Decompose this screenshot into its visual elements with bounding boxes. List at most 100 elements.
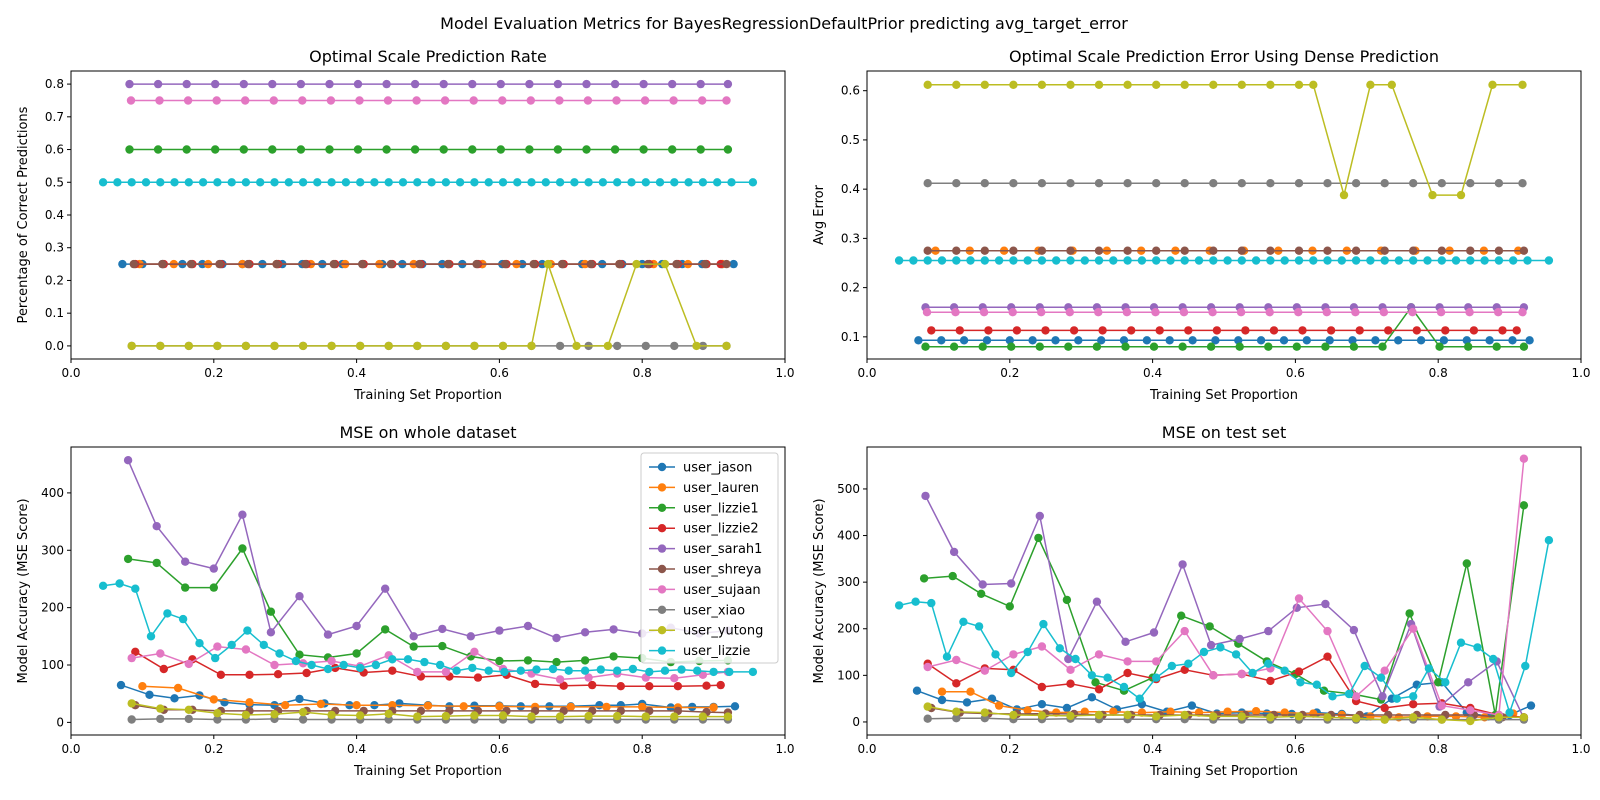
data-point [1208,308,1217,317]
data-point [1087,671,1097,680]
data-point [212,96,221,105]
data-point [923,662,932,672]
data-point [1264,659,1273,668]
data-point [1248,668,1257,678]
data-point [243,626,252,635]
data-point [1296,678,1305,687]
data-point [978,580,987,589]
data-point [127,715,136,724]
data-point [526,96,535,105]
data-point [1321,599,1330,609]
data-point [1052,256,1061,265]
x-tick-label: 0.4 [347,366,366,380]
data-point [1519,454,1529,463]
data-point [525,145,534,154]
data-point [1435,342,1444,351]
data-point [1323,246,1332,255]
data-point [127,699,136,708]
y-tick-label: 400 [41,486,64,500]
data-point [1409,692,1418,701]
data-point [582,79,591,89]
data-point [639,79,648,89]
data-point [1473,643,1482,652]
data-point [498,711,508,720]
y-tick-label: 0.3 [45,241,64,255]
data-point [1231,650,1241,659]
data-point [409,632,418,641]
data-point [1280,666,1289,675]
data-point [1264,626,1273,636]
data-point [269,96,278,105]
data-point [966,256,975,265]
data-point [937,695,947,705]
y-tick-label: 0.2 [841,281,860,295]
y-tick-label: 0.4 [841,182,860,196]
data-point [1489,654,1498,664]
y-tick-label: 0.1 [841,330,860,344]
data-point [484,666,493,675]
chart-title: Optimal Scale Prediction Error Using Den… [1009,47,1439,66]
data-point [1322,308,1332,317]
data-point [1188,336,1197,345]
data-point [709,703,718,712]
data-point [116,680,126,690]
data-point [716,680,725,690]
y-tick-label: 0 [56,715,64,729]
data-point [186,259,196,269]
data-point [156,649,165,658]
data-point [1137,256,1147,265]
data-point [1279,336,1289,345]
x-tick-label: 0.0 [61,366,80,380]
x-tick-label: 0.6 [1286,366,1305,380]
series-user-jason [914,336,1534,345]
data-point [241,96,250,105]
data-point [613,341,622,351]
data-point [495,626,504,635]
data-point [516,666,525,675]
data-point [1109,707,1118,716]
data-point [730,702,740,711]
y-tick-label: 0.8 [45,77,64,91]
data-point [1321,342,1330,351]
data-point [982,336,992,345]
y-tick-label: 0.7 [45,110,64,124]
series-line [131,702,728,718]
data-point [1376,673,1386,682]
data-point [1466,706,1475,715]
data-point [141,178,151,187]
series-user-lizzie1 [919,501,1529,720]
data-point [942,652,952,661]
x-axis-label: Training Set Proportion [1149,388,1298,403]
data-point [980,708,989,717]
data-point [553,145,563,154]
data-point [1235,634,1244,644]
data-point [1123,657,1132,666]
data-point [951,308,960,317]
data-point [1294,308,1303,317]
legend-label: user_jason [683,461,752,476]
legend-swatch-marker [657,605,667,614]
data-point [1465,308,1474,317]
data-point [1180,626,1189,636]
data-point [523,621,533,631]
data-point [1152,712,1161,721]
data-point [1544,536,1554,545]
data-point [1380,715,1389,724]
data-point [1266,179,1275,188]
data-point [452,666,461,675]
data-point [980,666,989,675]
legend-item: user_lizzie2 [649,522,759,537]
data-point [181,557,190,566]
data-point [979,308,989,317]
data-point [358,259,367,269]
data-point [153,145,163,154]
data-point [500,259,510,269]
data-point [1165,336,1174,345]
data-point [1206,342,1216,351]
data-point [384,178,393,187]
series-line [927,705,1524,722]
data-point [1094,685,1104,694]
data-point [1323,256,1332,265]
data-point [1351,256,1361,265]
data-point [98,178,108,187]
